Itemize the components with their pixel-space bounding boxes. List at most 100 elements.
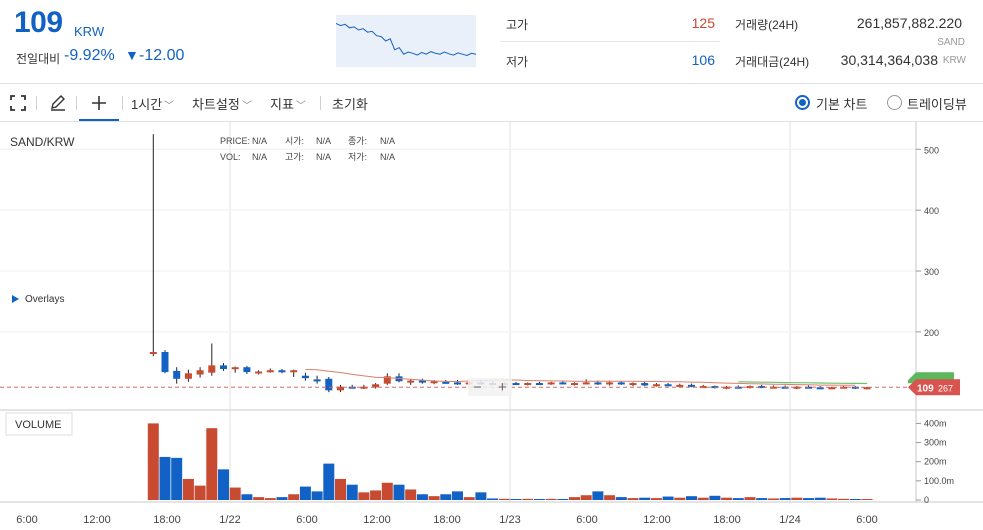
zoom-out-button[interactable]: − [473, 379, 482, 396]
chart-toolbar: 1시간 ﹀ 차트설정 ﹀ 지표 ﹀ 초기화 기본 차트 트레이딩뷰 [0, 84, 983, 122]
volume-bar [838, 498, 850, 500]
interval-dropdown[interactable]: 1시간 ﹀ [131, 94, 174, 113]
indicators-dropdown[interactable]: 지표 ﹀ [270, 94, 306, 113]
info-close-label: 종가: [348, 136, 367, 146]
divider [76, 96, 77, 110]
chart-canvas[interactable]: 500 400 300 200 400m 300m 200m 100.0m 0 6:00 12:… [0, 122, 983, 530]
volume-bar [311, 491, 323, 500]
chart-settings-dropdown[interactable]: 차트설정 ﹀ [192, 94, 252, 113]
volume-bar [475, 492, 487, 500]
candle-body [816, 387, 824, 390]
volume-bar [791, 497, 803, 500]
trade-value-24h-unit: KRW [942, 55, 966, 66]
volume-bar [615, 497, 627, 500]
overlays-toggle[interactable]: Overlays [25, 294, 64, 305]
divider [36, 96, 37, 110]
current-price: 109 [14, 6, 63, 39]
volume-bar [709, 495, 721, 500]
volume-bars [147, 423, 873, 500]
volume-bar [697, 497, 709, 500]
volume-24h-unit: SAND [937, 37, 965, 48]
chart-settings-label: 차트설정 [192, 97, 240, 112]
down-arrow-icon: ▼ [125, 47, 139, 63]
volume-bar [533, 499, 545, 500]
price-tick-label: 200 [924, 328, 939, 338]
crosshair-icon[interactable] [86, 90, 112, 116]
price-tick-label: 300 [924, 267, 939, 277]
volume-bar [498, 498, 510, 500]
candle-body [652, 384, 660, 387]
volume-bar [452, 491, 463, 500]
divider [320, 96, 321, 110]
time-tick-label: 1/22 [219, 514, 240, 526]
time-tick-label: 6:00 [856, 514, 877, 526]
triangle-right-icon[interactable] [12, 295, 19, 303]
candle-body [582, 382, 590, 385]
time-tick-label: 6:00 [296, 514, 317, 526]
volume-bar [299, 486, 311, 500]
volume-tick-label: 100.0m [924, 476, 954, 486]
tradingview-radio[interactable] [887, 95, 902, 110]
price-tick-label: 400 [924, 206, 939, 216]
price-sparkline [336, 15, 476, 67]
candle-body [676, 384, 684, 387]
candle-body [442, 381, 450, 384]
tradingview-label[interactable]: 트레이딩뷰 [907, 97, 967, 112]
reset-button[interactable]: 초기화 [332, 97, 368, 112]
last-price-value: 109 [917, 383, 934, 394]
volume-label-box [5, 412, 73, 436]
candle-body [278, 370, 286, 373]
red-tag-shape [908, 379, 960, 396]
chevron-down-icon: ﹀ [164, 101, 175, 112]
price-chart[interactable]: 500 400 300 200 400m 300m 200m 100.0m 0 6:00 12:… [0, 122, 983, 530]
price-axis: 500 400 300 200 [916, 145, 939, 338]
low-label: 저가 [506, 55, 529, 69]
volume-bar [569, 497, 580, 500]
candle-body [337, 386, 344, 391]
time-axis: 6:00 12:00 18:00 1/22 6:00 12:00 18:00 1/23 6:00… [16, 514, 877, 526]
candle-body [430, 381, 438, 384]
info-price-value: N/A [252, 136, 267, 146]
candle-body [220, 365, 227, 370]
candle-body [512, 383, 520, 386]
pencil-icon[interactable] [45, 90, 71, 116]
candle-body [758, 386, 766, 389]
price-currency: KRW [74, 24, 105, 39]
volume-bar [826, 498, 838, 500]
candle-body [325, 378, 333, 391]
basic-chart-radio[interactable] [795, 95, 810, 110]
candle-body [360, 386, 368, 389]
volume-bar [487, 498, 499, 500]
volume-bar [335, 478, 346, 500]
change-rate: -9.92% [64, 47, 115, 64]
moving-average-line-2 [738, 381, 868, 385]
volume-bar [194, 485, 206, 500]
candle-body [231, 367, 239, 370]
basic-chart-label[interactable]: 기본 차트 [816, 97, 868, 112]
low-value: 106 [691, 52, 715, 68]
volume-bar [732, 498, 744, 500]
candle-body [524, 383, 532, 386]
volume-bar [592, 491, 604, 500]
volume-bar [171, 457, 183, 500]
volume-bar [276, 497, 288, 500]
volume-bar [440, 494, 452, 500]
zoom-in-button[interactable]: + [498, 379, 507, 396]
candle-body [571, 383, 578, 386]
time-tick-label: 12:00 [83, 514, 111, 526]
change-label: 전일대비 [16, 52, 61, 66]
time-tick-label: 1/24 [779, 514, 800, 526]
volume-bar [627, 498, 639, 500]
volume-bar [159, 456, 171, 500]
volume-bar [206, 428, 218, 500]
candle-body [559, 382, 567, 385]
volume-tick-label: 400m [924, 418, 947, 428]
fullscreen-icon[interactable] [5, 90, 31, 116]
volume-bar [370, 490, 382, 500]
volume-bar [510, 499, 522, 500]
candle-body [173, 370, 181, 379]
volume-bar [639, 497, 651, 500]
candle-body [407, 380, 415, 383]
time-tick-label: 6:00 [576, 514, 597, 526]
candle-body [196, 370, 204, 375]
